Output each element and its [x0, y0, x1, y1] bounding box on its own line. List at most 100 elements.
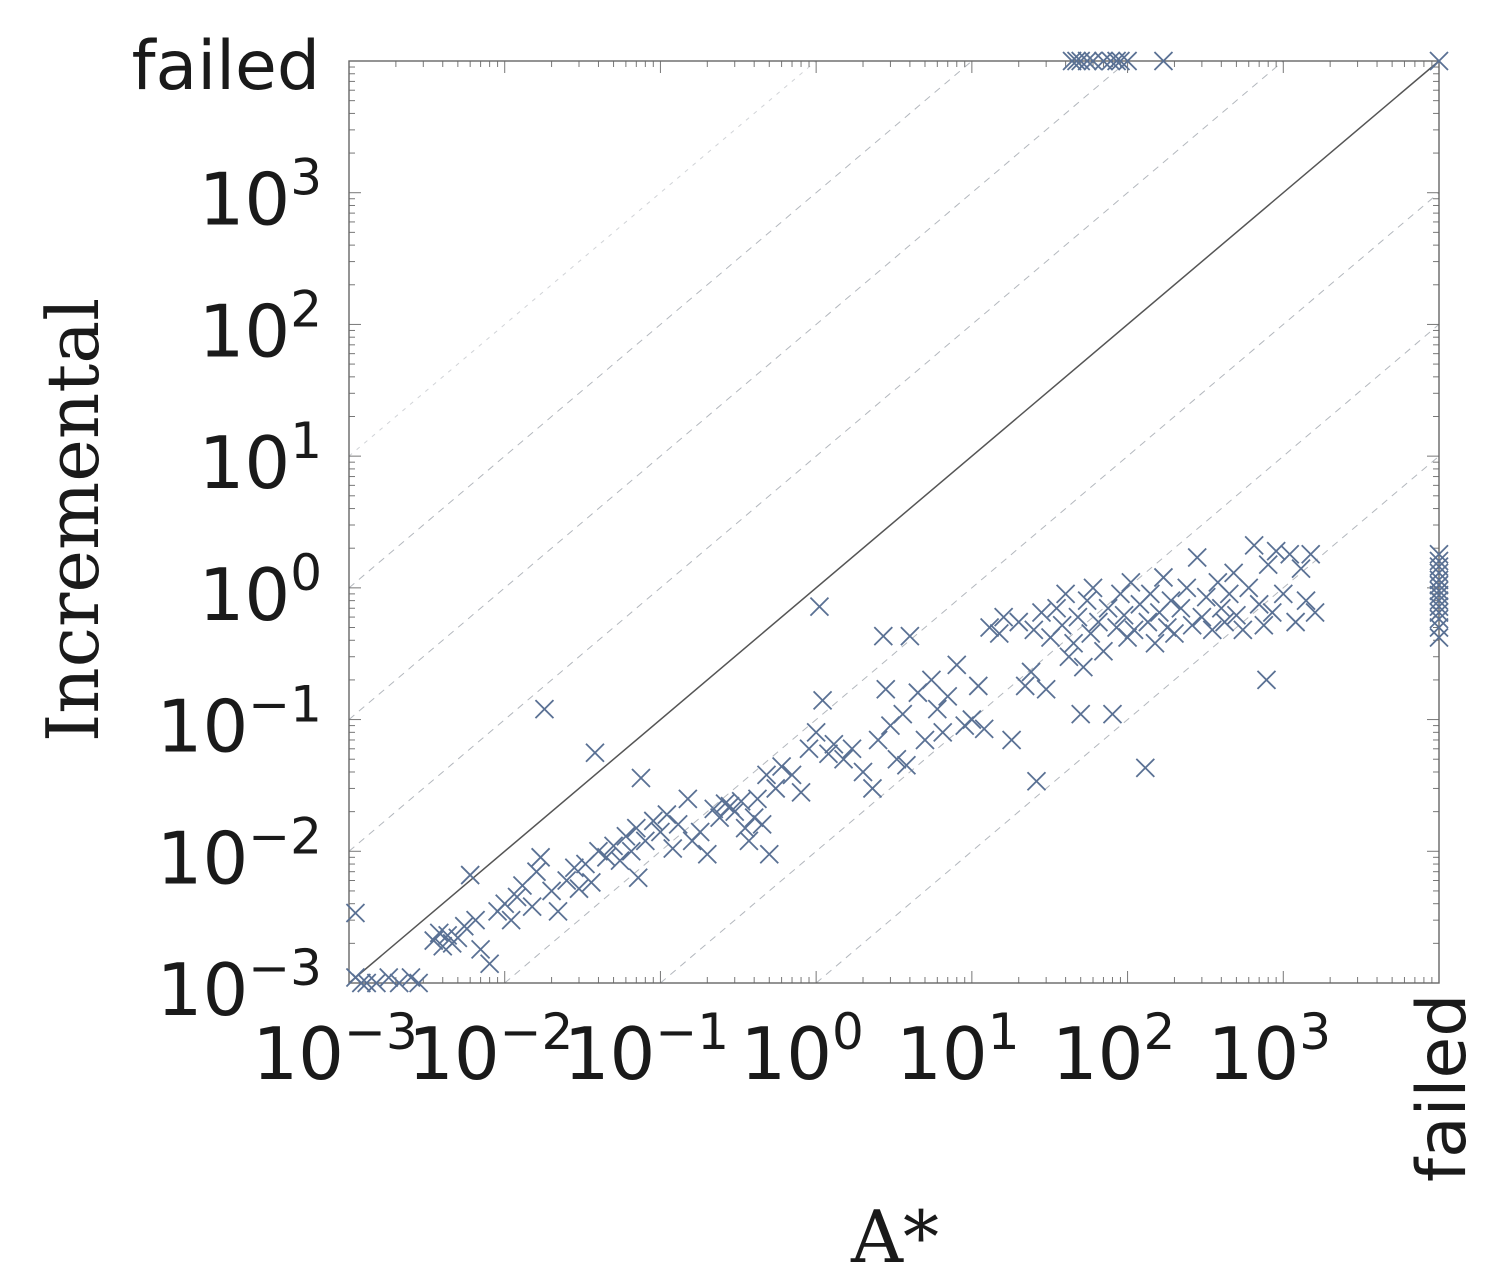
data-point — [876, 679, 896, 699]
data-point — [530, 847, 551, 867]
data-point — [1063, 633, 1084, 653]
data-point — [1214, 612, 1235, 632]
data-point — [564, 858, 584, 878]
data-point — [470, 939, 491, 960]
data-point — [541, 881, 562, 901]
data-point — [1138, 612, 1158, 632]
data-point — [668, 814, 688, 835]
data-point — [1153, 567, 1174, 588]
data-point — [927, 699, 947, 719]
data-point — [1202, 620, 1222, 640]
x-tick-label: 10−1 — [564, 1003, 729, 1096]
data-point — [900, 626, 920, 646]
data-point — [1182, 615, 1202, 635]
data-point — [1031, 602, 1052, 623]
data-point — [735, 818, 755, 838]
data-point — [1192, 607, 1212, 627]
data-point — [1296, 590, 1316, 611]
data-point — [893, 704, 913, 724]
data-point — [824, 734, 844, 754]
data-point — [1117, 51, 1138, 71]
data-point — [345, 903, 366, 923]
data-point — [1285, 612, 1306, 632]
data-point — [1098, 598, 1118, 618]
data-point — [1073, 657, 1093, 677]
reference-guide-line — [815, 455, 1440, 984]
data-point — [460, 865, 480, 885]
data-point — [643, 811, 663, 831]
data-point — [962, 709, 982, 730]
data-point — [1083, 578, 1103, 598]
data-point — [1124, 620, 1144, 640]
data-point — [1177, 578, 1197, 598]
y-tick-label: 100 — [199, 544, 322, 637]
data-point — [690, 822, 710, 842]
data-point — [1224, 563, 1244, 583]
data-point — [806, 722, 826, 742]
data-point — [1429, 551, 1449, 571]
data-point — [766, 778, 786, 799]
data-point — [1239, 578, 1259, 598]
x-tick-label: 102 — [1052, 1003, 1175, 1096]
data-point — [596, 847, 617, 867]
reference-guides — [348, 60, 1440, 984]
data-point — [581, 872, 601, 893]
data-point — [1226, 605, 1247, 625]
data-point — [1196, 587, 1216, 607]
data-point — [1429, 544, 1449, 564]
data-point — [1077, 590, 1097, 611]
data-point — [809, 597, 830, 617]
data-point — [771, 756, 792, 777]
data-point — [408, 973, 429, 993]
reference-guide-line — [348, 60, 817, 457]
data-point — [1254, 615, 1274, 635]
data-point — [1052, 615, 1072, 635]
data-point — [557, 870, 577, 891]
data-point — [628, 868, 648, 888]
data-point — [379, 967, 399, 988]
data-point — [1161, 590, 1181, 611]
y-tick-label: 10−1 — [157, 676, 322, 769]
data-point — [1211, 598, 1231, 618]
data-point — [1262, 602, 1282, 623]
data-point — [389, 973, 409, 993]
data-point — [650, 822, 671, 842]
data-point — [626, 818, 646, 838]
data-point — [739, 831, 759, 851]
data-point — [507, 887, 527, 907]
data-point — [526, 862, 547, 882]
data-point — [915, 730, 935, 750]
data-point — [1244, 535, 1264, 556]
x-tick-label: 10−3 — [252, 1003, 417, 1096]
data-point — [1077, 51, 1097, 71]
data-points — [345, 51, 1449, 993]
data-point — [873, 626, 893, 646]
data-point — [921, 670, 942, 690]
data-point — [1145, 633, 1165, 653]
data-point — [465, 910, 486, 930]
data-point — [697, 844, 717, 864]
y-tick-label: 102 — [199, 280, 322, 373]
data-point — [1429, 617, 1449, 638]
data-point — [1009, 612, 1029, 632]
data-point — [610, 850, 630, 871]
x-tick-label: 10−2 — [408, 1003, 573, 1096]
data-point — [1059, 647, 1079, 667]
data-point — [791, 782, 811, 803]
minor-ticks — [348, 61, 1439, 984]
x-tick-labels: 10−310−210−1 100 101 102 103 — [252, 1003, 1331, 1096]
data-point — [747, 789, 768, 809]
y-tick-label: 101 — [199, 412, 322, 505]
data-point — [1102, 704, 1123, 724]
data-point — [1291, 558, 1311, 579]
data-point — [635, 831, 655, 851]
data-point — [1140, 584, 1160, 604]
data-point — [1429, 51, 1449, 71]
data-point — [974, 719, 994, 739]
data-point — [933, 722, 953, 742]
data-point — [862, 778, 883, 799]
data-point — [1046, 598, 1067, 618]
data-point — [731, 791, 751, 811]
data-point — [1101, 51, 1121, 71]
data-point — [1121, 572, 1141, 593]
